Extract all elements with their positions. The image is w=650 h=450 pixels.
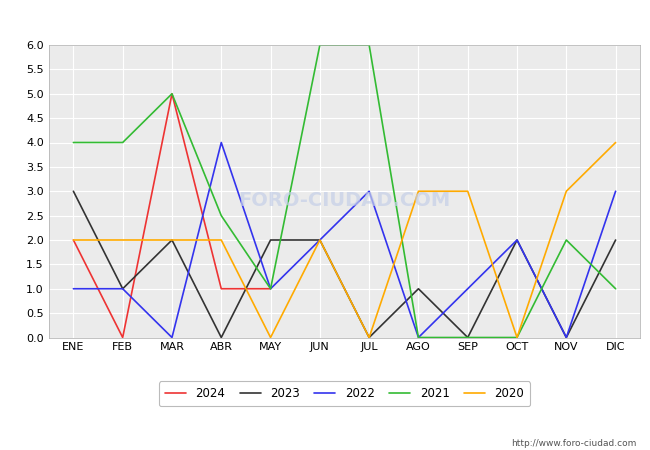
2020 (217, 237, 225, 243)
2022 (316, 237, 324, 243)
2020 (266, 335, 274, 340)
2023 (266, 237, 274, 243)
2023 (168, 237, 176, 243)
2022 (168, 335, 176, 340)
Text: http://www.foro-ciudad.com: http://www.foro-ciudad.com (512, 439, 637, 448)
2022 (464, 286, 472, 292)
2022 (562, 335, 570, 340)
Text: FORO-CIUDAD.COM: FORO-CIUDAD.COM (239, 190, 450, 210)
2020 (365, 335, 373, 340)
2022 (365, 189, 373, 194)
2020 (316, 237, 324, 243)
Line: 2023: 2023 (73, 191, 616, 338)
2020 (562, 189, 570, 194)
2020 (119, 237, 127, 243)
2022 (266, 286, 274, 292)
2022 (415, 335, 422, 340)
Legend: 2024, 2023, 2022, 2021, 2020: 2024, 2023, 2022, 2021, 2020 (159, 382, 530, 406)
2024 (266, 286, 274, 292)
2023 (365, 335, 373, 340)
Line: 2020: 2020 (73, 143, 616, 338)
2024 (119, 335, 127, 340)
2020 (168, 237, 176, 243)
2022 (513, 237, 521, 243)
2020 (70, 237, 77, 243)
2023 (415, 286, 422, 292)
2021 (365, 42, 373, 48)
2022 (70, 286, 77, 292)
2023 (217, 335, 225, 340)
2021 (415, 335, 422, 340)
Line: 2022: 2022 (73, 143, 616, 338)
2023 (562, 335, 570, 340)
2022 (119, 286, 127, 292)
2020 (513, 335, 521, 340)
2021 (217, 213, 225, 218)
2021 (266, 286, 274, 292)
2021 (316, 42, 324, 48)
Text: Matriculaciones de Vehiculos en Montgai: Matriculaciones de Vehiculos en Montgai (169, 13, 481, 28)
Line: 2024: 2024 (73, 94, 270, 338)
2024 (168, 91, 176, 96)
2023 (612, 237, 619, 243)
2023 (70, 189, 77, 194)
2022 (217, 140, 225, 145)
2021 (612, 286, 619, 292)
2020 (464, 189, 472, 194)
2024 (70, 237, 77, 243)
2023 (119, 286, 127, 292)
2021 (168, 91, 176, 96)
Line: 2021: 2021 (73, 45, 616, 338)
2021 (464, 335, 472, 340)
2023 (464, 335, 472, 340)
2021 (562, 237, 570, 243)
2023 (513, 237, 521, 243)
2021 (119, 140, 127, 145)
2021 (70, 140, 77, 145)
2021 (513, 335, 521, 340)
2020 (415, 189, 422, 194)
2020 (612, 140, 619, 145)
2023 (316, 237, 324, 243)
2022 (612, 189, 619, 194)
2024 (217, 286, 225, 292)
